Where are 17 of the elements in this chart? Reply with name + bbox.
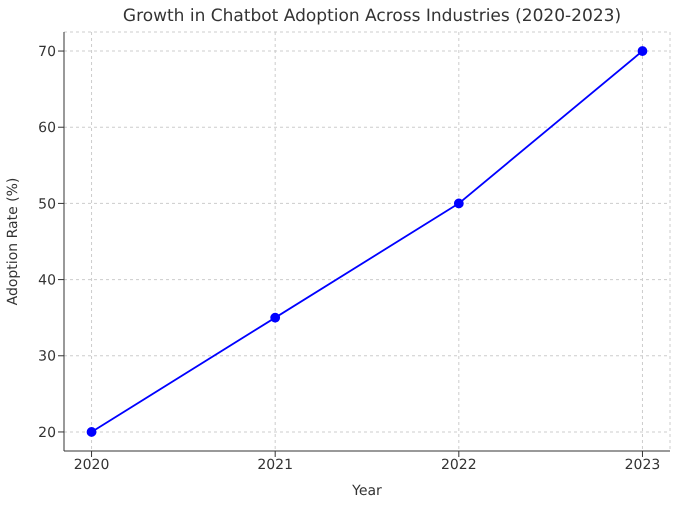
y-tick-label: 20	[38, 424, 56, 441]
y-tick-label: 30	[38, 348, 56, 365]
x-tick-label: 2021	[257, 456, 293, 473]
point	[86, 427, 96, 437]
y-tick-label: 60	[38, 120, 56, 136]
x-tick-label: 2020	[74, 456, 110, 473]
y-tick-label: 70	[38, 44, 56, 60]
chart-title: Growth in Chatbot Adoption Across Industries (2020-2023)	[122, 6, 622, 26]
point	[638, 46, 648, 56]
x-tick-label: 2022	[441, 456, 477, 473]
y-tick-label: 40	[38, 272, 56, 289]
point	[454, 198, 464, 208]
y-axis-title: Adoption Rate (%)	[4, 178, 21, 306]
y-tick-label: 50	[38, 196, 56, 212]
x-axis-title: Year	[351, 483, 382, 499]
x-tick-label: 2023	[624, 456, 660, 473]
point	[270, 312, 280, 323]
